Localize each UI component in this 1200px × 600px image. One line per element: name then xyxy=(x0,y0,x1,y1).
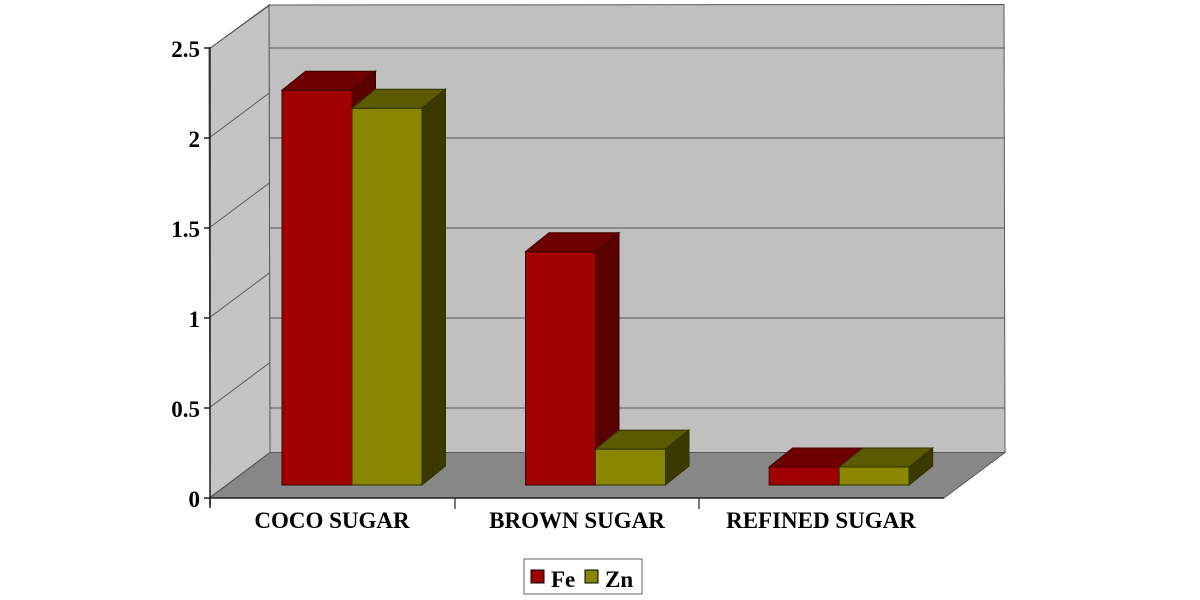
svg-text:1.5: 1.5 xyxy=(171,217,200,242)
svg-text:Fe: Fe xyxy=(551,567,575,592)
svg-text:1: 1 xyxy=(189,307,201,332)
svg-text:0: 0 xyxy=(189,487,201,512)
svg-text:2.5: 2.5 xyxy=(171,37,200,62)
svg-text:REFINED SUGAR: REFINED SUGAR xyxy=(726,508,916,533)
svg-text:Zn: Zn xyxy=(605,567,633,592)
svg-text:BROWN SUGAR: BROWN SUGAR xyxy=(489,508,665,533)
svg-text:2: 2 xyxy=(189,127,201,152)
svg-text:0.5: 0.5 xyxy=(171,397,200,422)
svg-text:COCO SUGAR: COCO SUGAR xyxy=(254,508,410,533)
